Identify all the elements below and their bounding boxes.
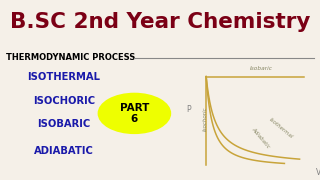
Point bbox=[312, 57, 316, 59]
Text: B.SC 2nd Year Chemistry: B.SC 2nd Year Chemistry bbox=[10, 12, 310, 32]
Text: PART
6: PART 6 bbox=[120, 103, 149, 124]
Text: ADIABATIC: ADIABATIC bbox=[34, 146, 94, 156]
Text: V: V bbox=[316, 168, 320, 177]
Text: THERMODYNAMIC PROCESS: THERMODYNAMIC PROCESS bbox=[6, 53, 136, 62]
Point bbox=[132, 57, 136, 59]
Circle shape bbox=[98, 93, 171, 134]
Text: Adiabatic: Adiabatic bbox=[251, 127, 271, 150]
Text: ISOBARIC: ISOBARIC bbox=[37, 119, 91, 129]
Text: Isothermal: Isothermal bbox=[268, 116, 294, 139]
Text: ISOTHERMAL: ISOTHERMAL bbox=[28, 72, 100, 82]
Text: ISOCHORIC: ISOCHORIC bbox=[33, 96, 95, 106]
Text: P: P bbox=[186, 105, 191, 114]
Text: Isochoric: Isochoric bbox=[203, 106, 208, 130]
Text: Isobaric: Isobaric bbox=[250, 66, 273, 71]
